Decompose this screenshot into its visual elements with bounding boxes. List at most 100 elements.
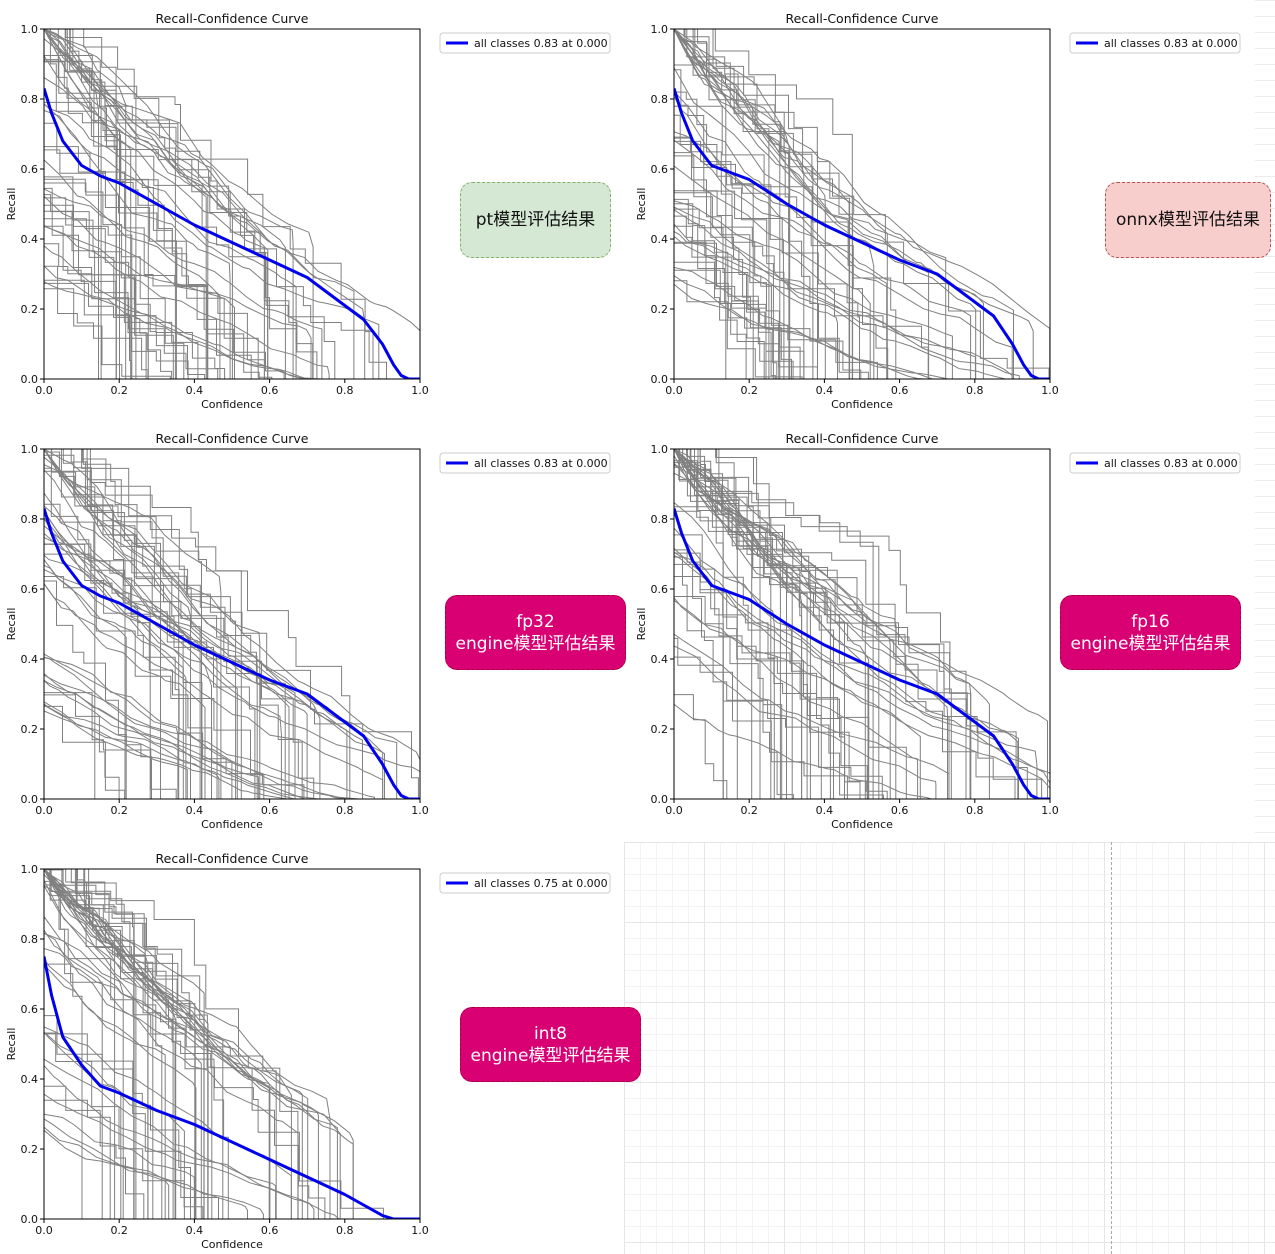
x-tick-label: 1.0 (1041, 804, 1059, 817)
class-curve (44, 195, 312, 379)
class-curve (44, 29, 314, 379)
class-curve (44, 103, 380, 379)
y-tick-label: 0.4 (21, 653, 39, 666)
class-curve (44, 1032, 204, 1219)
plot-frame (43, 448, 421, 800)
class-curve (44, 1058, 277, 1219)
class-curve (44, 948, 196, 1219)
y-tick-label: 0.2 (21, 303, 39, 316)
legend: all classes 0.83 at 0.000 (439, 32, 611, 54)
y-tick-label: 1.0 (651, 23, 669, 36)
x-axis-label: Confidence (201, 818, 263, 831)
class-curve (44, 701, 188, 799)
x-tick-label: 0.2 (110, 1224, 128, 1237)
class-curve (44, 29, 127, 379)
class-curve (44, 964, 197, 1219)
class-curve (44, 869, 270, 1219)
class-curve (44, 880, 213, 1219)
chart-title: Recall-Confidence Curve (156, 851, 309, 866)
x-tick-label: 0.6 (891, 384, 909, 397)
class-curve (44, 149, 265, 379)
class-curves (44, 869, 384, 1219)
class-curve (674, 200, 953, 379)
class-curve (674, 139, 972, 379)
class-curve (44, 533, 218, 799)
label-pt-result[interactable]: pt模型评估结果 (460, 182, 611, 258)
chart-title: Recall-Confidence Curve (156, 431, 309, 446)
y-tick-label: 0.0 (651, 793, 669, 806)
class-curve (44, 110, 297, 379)
class-curve (674, 548, 921, 799)
class-curve (44, 869, 205, 1219)
class-curve (44, 653, 179, 799)
series-line-all-classes (44, 956, 420, 1219)
label-onnx-result[interactable]: onnx模型评估结果 (1105, 182, 1271, 258)
y-axis-label: Recall (635, 608, 648, 641)
class-curve (44, 692, 177, 799)
chart-svg: Recall-Confidence Curve 0.0 0.2 0.4 0.6 0.8 1.… (635, 11, 1241, 411)
class-curve (44, 929, 202, 1219)
class-curve (44, 146, 149, 379)
label-fp16-result[interactable]: fp16 engine模型评估结果 (1060, 595, 1241, 670)
class-curve (674, 555, 1050, 799)
class-curve (674, 449, 738, 799)
class-curve (674, 551, 1038, 799)
class-curve (44, 710, 220, 799)
legend: all classes 0.75 at 0.000 (439, 872, 611, 894)
class-curve (44, 553, 151, 799)
legend: all classes 0.83 at 0.000 (1069, 452, 1241, 474)
class-curve (44, 449, 419, 799)
class-curve (44, 122, 273, 379)
x-tick-label: 1.0 (411, 804, 429, 817)
class-curve (44, 159, 221, 379)
class-curve (674, 576, 884, 799)
class-curve (44, 517, 238, 799)
x-tick-label: 1.0 (1041, 384, 1059, 397)
x-tick-label: 0.4 (186, 804, 204, 817)
y-tick-label: 0.0 (21, 373, 39, 386)
class-curve (674, 284, 949, 379)
class-curve (44, 29, 99, 379)
x-tick-label: 0.4 (186, 384, 204, 397)
class-curve (674, 449, 761, 799)
class-curve (674, 269, 778, 379)
x-tick-label: 0.6 (891, 804, 909, 817)
label-int8-result[interactable]: int8 engine模型评估结果 (460, 1007, 641, 1082)
class-curve (44, 679, 260, 799)
class-curve (44, 1085, 145, 1219)
y-tick-label: 1.0 (21, 443, 39, 456)
x-tick-label: 0.0 (35, 804, 53, 817)
class-curve (674, 225, 780, 379)
y-tick-label: 0.8 (21, 513, 39, 526)
y-axis-label: Recall (5, 608, 18, 641)
y-tick-label: 0.0 (21, 1213, 39, 1226)
class-curve (674, 105, 897, 379)
class-curve (674, 633, 919, 799)
class-curve (44, 38, 355, 379)
class-curve (674, 449, 1019, 799)
class-curve (44, 1118, 170, 1219)
x-axis-label: Confidence (831, 398, 893, 411)
class-curve (44, 449, 237, 799)
series-line-all-classes (674, 88, 1050, 379)
y-tick-label: 0.2 (21, 723, 39, 736)
chart-svg: Recall-Confidence Curve 0.0 0.2 0.4 0.6 0.8 1.… (5, 851, 611, 1251)
x-tick-label: 0.0 (665, 804, 683, 817)
class-curve (44, 103, 231, 379)
x-tick-label: 0.2 (740, 384, 758, 397)
legend-entry: all classes 0.83 at 0.000 (474, 457, 608, 470)
class-curve (674, 449, 781, 799)
label-fp32-result[interactable]: fp32 engine模型评估结果 (445, 595, 626, 670)
class-curve (44, 1129, 264, 1219)
x-tick-label: 0.4 (816, 804, 834, 817)
series-line-all-classes (674, 508, 1050, 799)
class-curve (44, 705, 126, 799)
class-curve (674, 449, 772, 799)
x-tick-label: 0.4 (186, 1224, 204, 1237)
recall-chart-fp32: Recall-Confidence Curve 0.0 0.2 0.4 0.6 0.8 1.… (0, 420, 620, 832)
class-curve (674, 29, 790, 379)
class-curve (44, 1031, 122, 1219)
class-curve (44, 281, 306, 379)
class-curve (674, 637, 794, 799)
x-tick-label: 0.8 (336, 1224, 354, 1237)
